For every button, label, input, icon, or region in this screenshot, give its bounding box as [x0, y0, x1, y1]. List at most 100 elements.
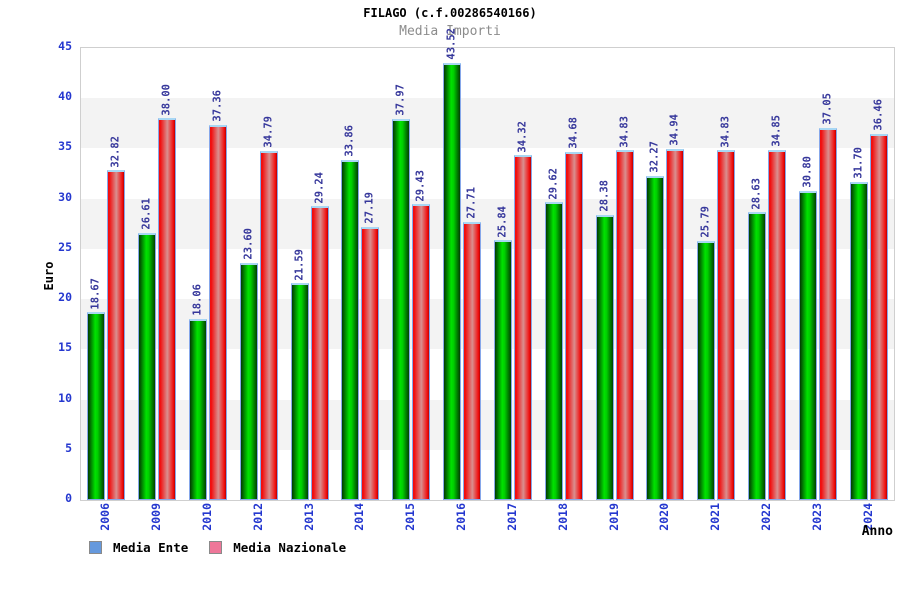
- x-tick-label: 2006: [98, 503, 113, 531]
- bar-media-nazionale: [361, 226, 380, 500]
- bar-value-label: 25.84: [496, 205, 509, 238]
- x-tick-label: 2020: [657, 503, 672, 531]
- bar-value-label: 18.67: [89, 277, 102, 310]
- x-tick-label: 2010: [200, 503, 215, 531]
- x-tick-label: 2018: [555, 503, 570, 531]
- x-tick-label: 2022: [758, 503, 773, 531]
- bar-media-ente: [290, 283, 309, 500]
- bar-value-label: 26.61: [140, 198, 153, 230]
- bar-value-label: 34.85: [770, 115, 783, 147]
- bar-value-label: 32.27: [648, 141, 661, 173]
- y-tick-label: 10: [58, 390, 72, 405]
- x-tick-label: 2023: [809, 503, 824, 531]
- x-tick-label: 2019: [606, 503, 621, 531]
- bar-value-label: 34.83: [719, 115, 732, 148]
- bar-value-label: 34.94: [668, 114, 681, 147]
- bar-media-ente: [392, 118, 411, 500]
- legend-label-media-nazionale: Media Nazionale: [233, 540, 347, 555]
- x-tick-label: 2014: [352, 503, 367, 531]
- bar-media-nazionale: [818, 127, 837, 500]
- bar-media-nazionale: [310, 206, 329, 500]
- bar-value-label: 36.46: [872, 99, 885, 131]
- bar-media-nazionale: [463, 221, 482, 500]
- bar-value-label: 27.19: [363, 192, 376, 224]
- bar-media-nazionale: [767, 149, 786, 500]
- bar-media-ente: [697, 240, 716, 500]
- bar-value-label: 34.32: [516, 120, 529, 153]
- x-axis-label: Anno: [861, 524, 893, 539]
- plot-area: 18.67 32.82 26.61 38.00 18.06 37.36 23.60 34.79…: [80, 28, 895, 501]
- bar-media-ente: [595, 214, 614, 500]
- bar-media-ente: [239, 262, 258, 500]
- y-tick-label: 45: [58, 39, 72, 53]
- bar-value-label: 34.68: [567, 117, 580, 149]
- bar-media-ente: [544, 202, 563, 500]
- y-tick-label: 20: [58, 290, 72, 305]
- bar-media-nazionale: [717, 150, 736, 500]
- y-tick-label: 40: [58, 89, 72, 104]
- bar-media-nazionale: [869, 133, 888, 500]
- bar-value-label: 43.52: [445, 28, 458, 60]
- bar-media-ente: [798, 190, 817, 500]
- bar-media-ente: [341, 159, 360, 500]
- bar-media-ente: [849, 181, 868, 500]
- x-tick-label: 2012: [250, 503, 265, 531]
- y-tick-label: 30: [58, 189, 72, 204]
- bar-value-label: 30.80: [801, 156, 814, 188]
- bar-media-nazionale: [564, 151, 583, 500]
- bar-value-label: 29.43: [414, 169, 427, 202]
- bar-value-label: 21.59: [293, 248, 306, 281]
- bar-value-label: 37.97: [394, 84, 407, 116]
- y-tick-label: 35: [58, 139, 72, 154]
- y-tick-label: 5: [65, 440, 72, 455]
- bar-value-label: 31.70: [852, 146, 865, 179]
- bar-value-label: 27.71: [465, 187, 478, 219]
- bar-value-label: 25.79: [699, 206, 712, 238]
- grid-band: [81, 48, 894, 99]
- bar-value-label: 29.24: [313, 171, 326, 204]
- bar-value-label: 34.83: [618, 115, 631, 148]
- y-tick-label: 25: [58, 239, 72, 254]
- bar-media-nazionale: [412, 204, 431, 500]
- bar-media-ente: [189, 318, 208, 500]
- bar-value-label: 28.38: [598, 180, 611, 212]
- chart-title: FILAGO (c.f.00286540166): [363, 6, 537, 20]
- bar-value-label: 28.63: [750, 177, 763, 210]
- legend-swatch-media-nazionale: [209, 541, 223, 554]
- bar-media-ente: [747, 212, 766, 500]
- bar-value-label: 37.36: [211, 90, 224, 122]
- y-tick-label: 0: [65, 491, 72, 505]
- bar-media-nazionale: [158, 118, 177, 500]
- bar-value-label: 32.82: [109, 135, 122, 168]
- bar-value-label: 38.00: [160, 83, 173, 116]
- x-tick-label: 2015: [403, 503, 418, 531]
- bar-value-label: 33.86: [343, 125, 356, 157]
- legend: Media Ente Media Nazionale: [89, 540, 367, 555]
- bar-value-label: 18.06: [191, 284, 204, 316]
- chart-subtitle: Media Importi: [399, 24, 501, 39]
- y-axis-label: Euro: [42, 261, 56, 291]
- bar-media-ente: [493, 240, 512, 500]
- bar-value-label: 29.62: [547, 167, 560, 200]
- bar-value-label: 23.60: [242, 228, 255, 260]
- bar-media-ente: [87, 312, 106, 500]
- bar-media-nazionale: [259, 150, 278, 500]
- bar-media-nazionale: [513, 155, 532, 500]
- x-tick-label: 2009: [149, 503, 164, 531]
- bar-media-nazionale: [615, 150, 634, 500]
- x-tick-label: 2017: [504, 503, 519, 531]
- y-tick-label: 15: [58, 340, 72, 355]
- x-tick-label: 2013: [301, 503, 316, 531]
- bar-media-ente: [443, 62, 462, 500]
- bar-media-nazionale: [666, 149, 685, 500]
- x-tick-label: 2016: [454, 503, 469, 531]
- x-tick-label: 2021: [708, 503, 723, 531]
- bar-value-label: 37.05: [821, 93, 834, 125]
- bar-media-ente: [646, 175, 665, 500]
- legend-swatch-media-ente: [89, 541, 102, 554]
- bar-media-nazionale: [209, 124, 228, 500]
- bar-media-ente: [138, 232, 157, 500]
- bar-value-label: 34.79: [262, 115, 275, 148]
- bar-media-nazionale: [107, 170, 126, 500]
